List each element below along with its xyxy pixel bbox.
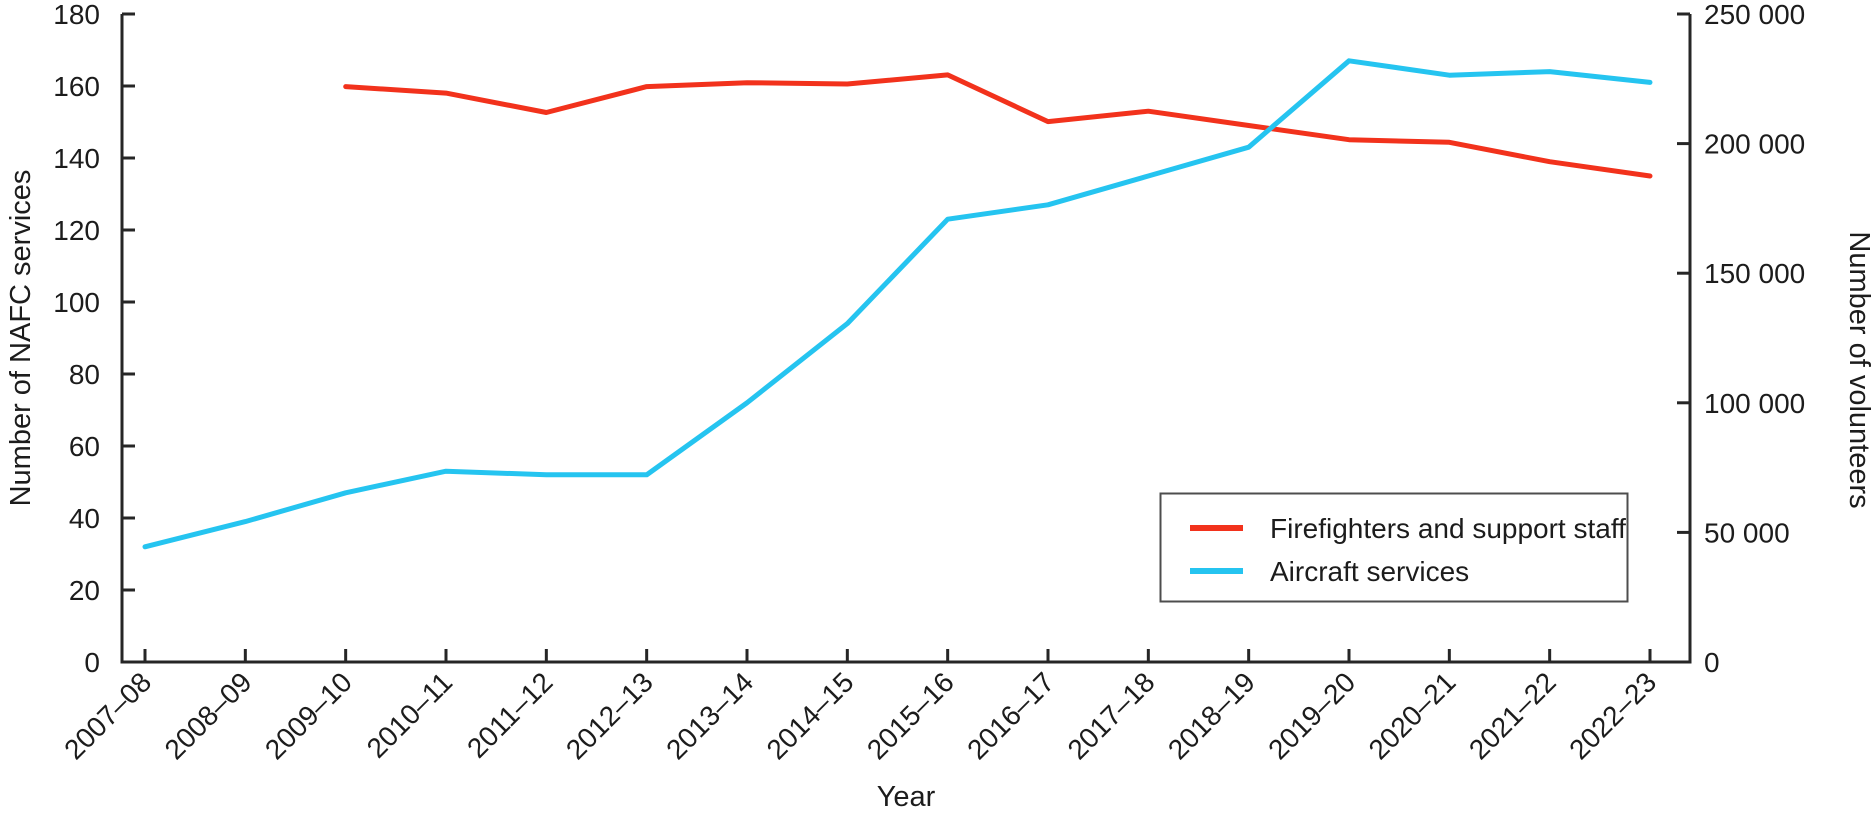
left-axis: 0 20 40 60 80 100 120 140 160 180	[53, 0, 135, 678]
y-left-tick-label: 140	[53, 143, 100, 174]
x-tick-label: 2007–08	[58, 666, 157, 765]
y-left-tick-label: 0	[84, 647, 100, 678]
x-tick-label: 2018–19	[1162, 666, 1261, 765]
legend-label: Firefighters and support staff	[1270, 513, 1626, 544]
x-tick-label: 2013–14	[660, 666, 759, 765]
right-axis-title: Number of volunteers	[1843, 231, 1872, 508]
x-tick-label: 2022–23	[1563, 666, 1662, 765]
y-left-tick-label: 120	[53, 215, 100, 246]
x-tick-label: 2016–17	[961, 666, 1060, 765]
x-tick-label: 2009–10	[259, 666, 358, 765]
x-tick-label: 2012–13	[560, 666, 659, 765]
series-line-firefighters-and-support-staff	[343, 72, 1653, 179]
y-left-tick-label: 80	[69, 359, 100, 390]
y-right-tick-label: 50 000	[1704, 517, 1790, 548]
x-tick-label: 2010–11	[361, 666, 459, 764]
x-tick-label: 2019–20	[1262, 666, 1361, 765]
y-left-tick-label: 20	[69, 575, 100, 606]
legend-label: Aircraft services	[1270, 556, 1469, 587]
y-left-tick-label: 180	[53, 0, 100, 30]
y-right-tick-label: 100 000	[1704, 388, 1805, 419]
y-left-tick-label: 60	[69, 431, 100, 462]
y-right-tick-label: 250 000	[1704, 0, 1805, 30]
legend-box	[1159, 492, 1629, 603]
left-axis-title: Number of NAFC services	[5, 170, 37, 507]
series-line-aircraft-services	[142, 58, 1653, 550]
x-tick-label: 2014–15	[761, 666, 860, 765]
legend: Firefighters and support staff Aircraft s…	[1159, 492, 1629, 603]
x-tick-label: 2015–16	[861, 666, 960, 765]
x-tick-label: 2011–12	[461, 666, 559, 764]
y-left-tick-label: 160	[53, 71, 100, 102]
y-right-tick-label: 200 000	[1704, 129, 1805, 160]
y-right-tick-label: 150 000	[1704, 258, 1805, 289]
y-left-tick-label: 100	[53, 287, 100, 318]
x-axis-title: Year	[877, 781, 936, 813]
x-axis: 2007–08 2008–09 2009–10 2010–11 2011–12 2012–…	[58, 649, 1662, 765]
x-tick-label: 2008–09	[159, 666, 258, 765]
x-tick-label: 2021–22	[1463, 666, 1562, 765]
x-tick-label: 2017–18	[1062, 666, 1161, 765]
x-tick-label: 2020–21	[1363, 666, 1462, 765]
right-axis: 0 50 000 100 000 150 000 200 000 250 000	[1677, 0, 1805, 678]
y-right-tick-label: 0	[1704, 647, 1720, 678]
y-left-tick-label: 40	[69, 503, 100, 534]
